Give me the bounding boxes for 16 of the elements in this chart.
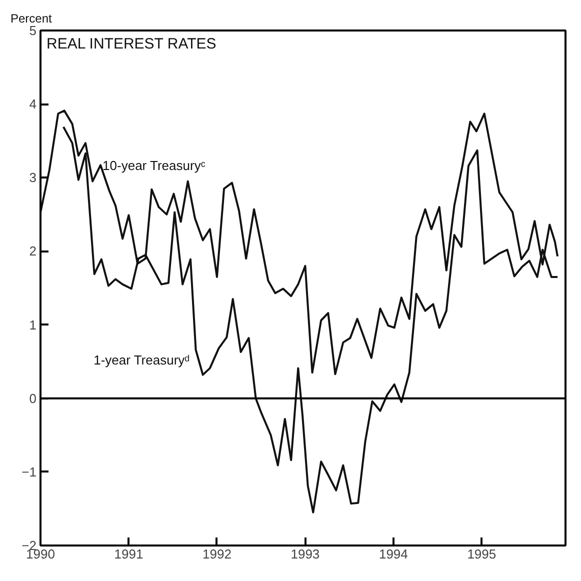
y-tick-label: 5 — [29, 23, 37, 38]
x-tick-label: 1994 — [378, 546, 408, 562]
chart-title: REAL INTEREST RATES — [46, 36, 216, 52]
y-tick-label: 3 — [29, 170, 37, 186]
x-tick-label: 1992 — [202, 546, 232, 562]
y-tick-label: −1 — [22, 464, 37, 480]
y-tick-label: 2 — [29, 244, 37, 259]
x-tick-label: 1995 — [467, 546, 496, 562]
x-tick-label: 1991 — [114, 546, 144, 562]
y-axis-title: Percent — [10, 12, 53, 26]
x-tick-label: 1993 — [290, 546, 320, 562]
y-tick-label: 4 — [29, 96, 37, 112]
series-label: 1-year Treasuryᵈ — [94, 352, 190, 368]
series-label: 10-year Treasuryᶜ — [102, 158, 206, 173]
y-tick-label: 0 — [29, 390, 37, 406]
y-tick-label: 1 — [29, 317, 37, 332]
